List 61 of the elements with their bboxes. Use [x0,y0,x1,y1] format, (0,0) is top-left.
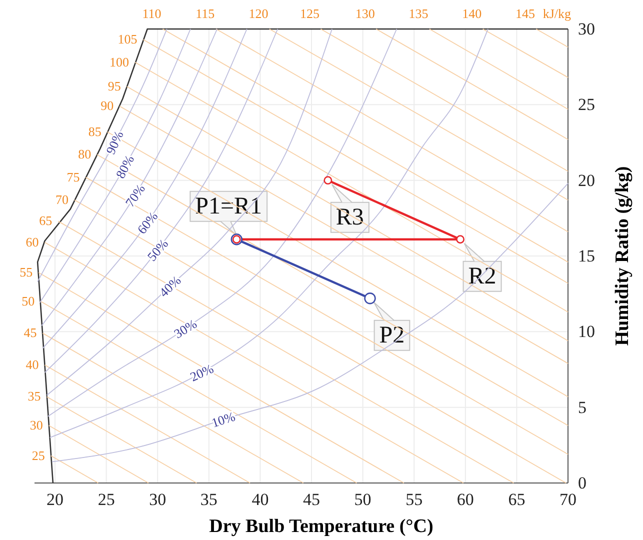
series-label: 135 [408,6,428,21]
y-tick-label: 0 [578,473,586,492]
annotation: R2 [468,263,496,290]
series-label: 70 [56,192,69,208]
series-label: 30 [30,417,43,432]
x-tick-label: 30 [149,490,166,510]
annotation: 60% [134,208,161,237]
annotation: 70% [122,181,148,210]
x-tick-label: 50 [354,490,372,510]
series-label: 45 [24,325,37,340]
x-tick-label: 60 [456,490,474,510]
x-tick-label: 20 [46,490,64,510]
annotation: 20% [188,360,216,384]
series-label: 100 [110,54,130,70]
annotation: 10% [210,408,238,430]
series-label: 80 [78,146,92,162]
y-tick-label: 5 [578,398,586,417]
series-label: 55 [20,264,33,280]
series-label: 105 [118,32,138,47]
y-tick-label: 20 [578,170,595,190]
y-tick-label: 15 [578,246,595,266]
series-label: 110 [142,6,162,21]
x-axis-title: Dry Bulb Temperature (°C) [209,516,434,537]
series-label: 60 [26,234,39,250]
annotation: 50% [144,236,172,264]
series-label: 95 [108,78,121,94]
point [364,292,376,304]
x-tick-label: 65 [508,490,526,510]
point [456,235,464,244]
annotation: 30% [171,316,200,342]
x-tick-label: 70 [560,490,576,510]
y-tick-label: 25 [578,95,595,114]
series-label: 65 [39,213,52,228]
point [324,176,332,185]
line-series [39,28,191,304]
y-tick-label: 30 [578,19,595,38]
series-label: 75 [66,169,80,184]
y-tick-label: 10 [578,322,595,342]
x-tick-label: 55 [406,490,423,510]
series-label: 125 [300,6,320,21]
annotation: P2 [379,322,405,348]
series-label: 140 [462,6,482,21]
series-label: 50 [22,293,35,308]
series-label: 115 [196,6,215,21]
x-tick-label: 45 [303,490,320,510]
y-axis-title: Humidity Ratio (g/kg) [612,166,633,346]
x-tick-label: 40 [252,490,269,510]
series-label: 145 [515,6,535,21]
x-tick-label: 35 [200,490,218,510]
series-label: 120 [248,6,268,21]
annotation: P1=R1 [195,193,262,220]
text: kJ/kg [542,6,572,21]
series-label: 85 [88,124,102,139]
series-label: 130 [355,6,375,21]
series-label: 35 [28,388,41,404]
annotation: R3 [336,204,364,230]
x-tick-label: 25 [98,490,115,510]
series-label: 25 [32,448,45,463]
annotation: 40% [156,272,184,300]
series-label: 40 [26,356,39,372]
series-label: 90 [100,98,114,114]
